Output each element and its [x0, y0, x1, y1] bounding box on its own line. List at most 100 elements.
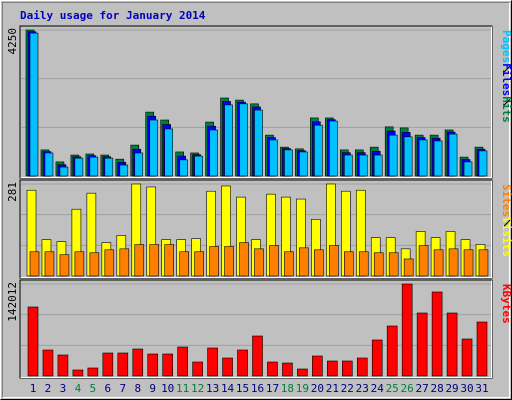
bar: [194, 251, 204, 277]
x-tick-label: 6: [105, 382, 112, 395]
bar: [104, 157, 114, 177]
panel-bevel: [20, 180, 492, 278]
bar: [209, 246, 219, 277]
legend: KBytes: [500, 284, 512, 324]
bar: [134, 152, 144, 177]
x-tick-label: 12: [191, 382, 204, 395]
x-tick-label: 29: [445, 382, 458, 395]
legend-separator: [503, 98, 511, 106]
bar: [463, 161, 473, 177]
bar: [478, 249, 489, 277]
x-tick-label: 21: [326, 382, 339, 395]
bar: [162, 353, 173, 377]
bar: [299, 247, 309, 277]
x-tick-label: 28: [430, 382, 443, 395]
x-tick-label: 2: [45, 382, 52, 395]
x-tick-label: 5: [90, 382, 97, 395]
y-tick-label: 4250: [6, 28, 19, 55]
bar: [132, 348, 144, 377]
bar: [373, 252, 384, 277]
legend-entry: Pages: [500, 30, 512, 63]
bar: [403, 258, 414, 277]
x-tick-label: 14: [221, 382, 235, 395]
x-tick-label: 25: [386, 382, 399, 395]
x-tick-label: 10: [161, 382, 174, 395]
x-tick-label: 18: [281, 382, 294, 395]
panel-bevel: [20, 280, 492, 378]
bar: [147, 353, 159, 377]
bar: [358, 251, 369, 277]
bar: [373, 154, 383, 177]
bar: [478, 150, 488, 177]
x-tick-label: 30: [460, 382, 473, 395]
bar: [433, 140, 443, 177]
bar: [119, 248, 130, 277]
bar: [74, 157, 84, 177]
bar: [102, 352, 114, 377]
bar: [87, 367, 99, 377]
bar: [44, 251, 55, 277]
bar: [254, 109, 263, 177]
x-tick-label: 26: [401, 382, 414, 395]
bar: [448, 248, 459, 277]
bar: [343, 251, 354, 277]
bar: [431, 291, 443, 377]
x-tick-label: 1: [30, 382, 37, 395]
bar: [44, 152, 54, 177]
bar: [29, 32, 39, 177]
bar: [164, 244, 174, 277]
bar: [401, 283, 413, 377]
bar: [312, 355, 323, 377]
bar: [284, 251, 294, 277]
bar: [72, 369, 84, 377]
legend-entry: Hits: [500, 96, 512, 123]
legend-separator: [503, 65, 511, 73]
bar: [343, 154, 353, 177]
bar: [224, 246, 234, 277]
bar: [329, 120, 338, 177]
bar: [461, 338, 473, 377]
bar: [209, 129, 218, 177]
bar: [194, 155, 203, 177]
bar: [299, 151, 308, 177]
bar: [403, 136, 413, 177]
x-tick-label: 16: [251, 382, 264, 395]
x-tick-label: 24: [371, 382, 385, 395]
bar: [179, 251, 189, 277]
bar: [104, 249, 115, 277]
bar: [42, 349, 54, 377]
bar: [282, 362, 293, 377]
x-tick-label: 11: [176, 382, 189, 395]
bar: [74, 251, 85, 277]
bar: [418, 139, 428, 177]
x-tick-label: 22: [341, 382, 354, 395]
x-tick-label: 15: [236, 382, 249, 395]
bar: [476, 321, 488, 377]
x-tick-label: 17: [266, 382, 279, 395]
x-tick-label: 23: [356, 382, 369, 395]
bar: [448, 133, 458, 177]
x-tick-label: 27: [416, 382, 429, 395]
x-tick-label: 13: [206, 382, 219, 395]
bar: [239, 103, 248, 177]
bar: [177, 346, 188, 377]
bar: [59, 166, 69, 177]
bar: [356, 357, 368, 377]
legend-separator: [503, 219, 511, 227]
bar: [134, 244, 145, 277]
bar: [371, 339, 383, 377]
bar: [59, 254, 70, 277]
bar: [284, 149, 293, 177]
x-tick-label: 3: [60, 382, 67, 395]
y-tick-label: 142012: [6, 282, 19, 322]
legend-entry: Sites: [500, 184, 512, 217]
bar: [327, 360, 338, 377]
bar: [388, 252, 399, 277]
bar: [297, 368, 308, 377]
bar: [224, 104, 233, 177]
bar: [341, 360, 353, 377]
